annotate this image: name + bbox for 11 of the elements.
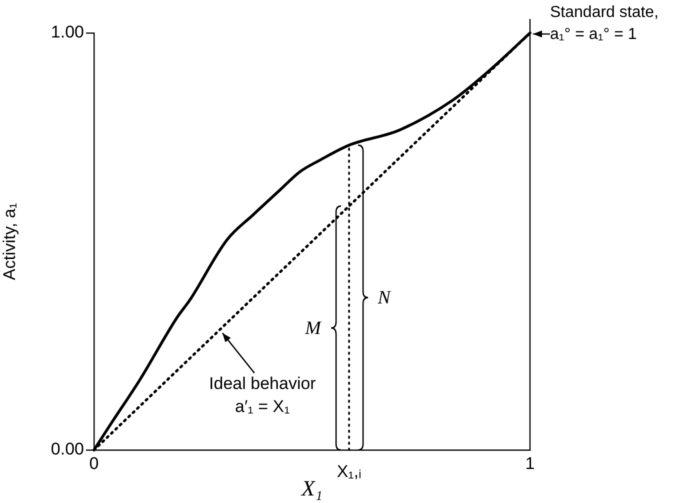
x-tick-label: 0 (89, 454, 99, 473)
annotation: M (304, 318, 322, 340)
annotation: Ideal behavior a′₁ = X₁ (209, 374, 316, 416)
y-tick-label: 0.00 (50, 440, 84, 459)
y-tick-label: 1.00 (50, 22, 84, 42)
x-axis-title: X₁ (300, 476, 323, 501)
annotation: X₁,ᵢ (336, 462, 362, 481)
y-axis-title: Activity, a₁ (0, 202, 19, 280)
annotation: Standard state, a₁° = a₁° = 1 (550, 4, 659, 43)
x-tick-label: 1 (525, 454, 535, 473)
annotation: N (376, 288, 392, 309)
